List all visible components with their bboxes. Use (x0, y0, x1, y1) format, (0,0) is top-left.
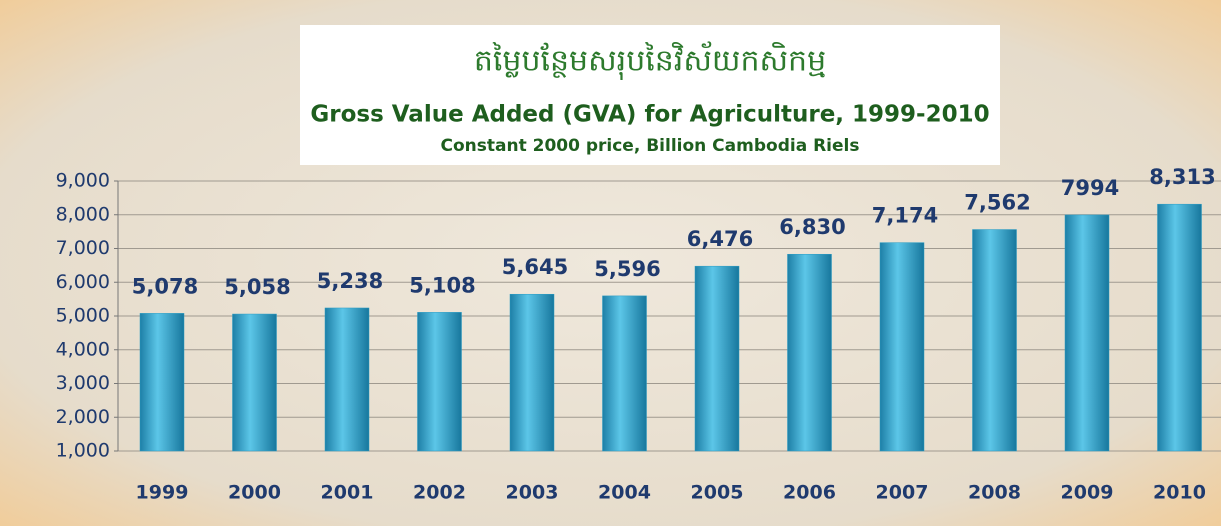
x-tick-label: 1999 (136, 482, 189, 504)
bar (602, 295, 647, 452)
value-label: 7,174 (872, 204, 938, 228)
x-tick-label: 2008 (968, 482, 1021, 504)
y-tick-label: 1,000 (56, 440, 110, 462)
x-tick-label: 2010 (1153, 482, 1206, 504)
x-tick-label: 2007 (876, 482, 929, 504)
bar (139, 313, 185, 452)
y-tick-label: 4,000 (56, 338, 110, 360)
value-label: 5,058 (224, 275, 290, 299)
bar (879, 242, 925, 452)
chart-note: Constant 2000 price, Billion Cambodia Ri… (441, 136, 860, 156)
value-label: 6,830 (779, 215, 845, 239)
value-label: 5,108 (409, 273, 475, 297)
y-tick-label: 8,000 (56, 203, 110, 225)
y-tick-label: 6,000 (56, 271, 110, 293)
chart-subtitle: Gross Value Added (GVA) for Agriculture,… (310, 102, 989, 128)
value-label: 7,562 (964, 191, 1030, 215)
bar (417, 312, 462, 452)
value-label: 8,313 (1149, 165, 1215, 189)
value-label: 7994 (1061, 176, 1119, 200)
bar (509, 293, 555, 452)
bar (787, 253, 832, 452)
value-label: 5,645 (502, 255, 568, 279)
x-tick-label: 2004 (598, 482, 651, 504)
value-label: 5,596 (594, 257, 660, 281)
x-tick-label: 2002 (413, 482, 466, 504)
y-tick-label: 5,000 (56, 305, 110, 327)
x-tick-label: 2001 (321, 482, 374, 504)
bar (1064, 214, 1110, 452)
y-tick-label: 2,000 (56, 406, 110, 428)
y-tick-label: 7,000 (56, 237, 110, 259)
title-box (300, 25, 1000, 165)
bar (324, 307, 370, 452)
y-tick-label: 3,000 (56, 372, 110, 394)
chart-title: តម្លៃបន្ថែមសរុបនៃវិស័យកសិកម្ម (474, 41, 826, 81)
x-tick-label: 2009 (1061, 482, 1114, 504)
bar (694, 265, 740, 452)
value-label: 5,238 (317, 269, 383, 293)
value-label: 6,476 (687, 227, 753, 251)
x-tick-label: 2003 (506, 482, 559, 504)
bar (1157, 203, 1202, 452)
x-tick-label: 2006 (783, 482, 836, 504)
value-label: 5,078 (132, 274, 198, 298)
x-tick-label: 2005 (691, 482, 744, 504)
bar (972, 229, 1017, 452)
bar (232, 313, 277, 452)
y-tick-label: 9,000 (56, 170, 110, 192)
x-tick-label: 2000 (228, 482, 281, 504)
